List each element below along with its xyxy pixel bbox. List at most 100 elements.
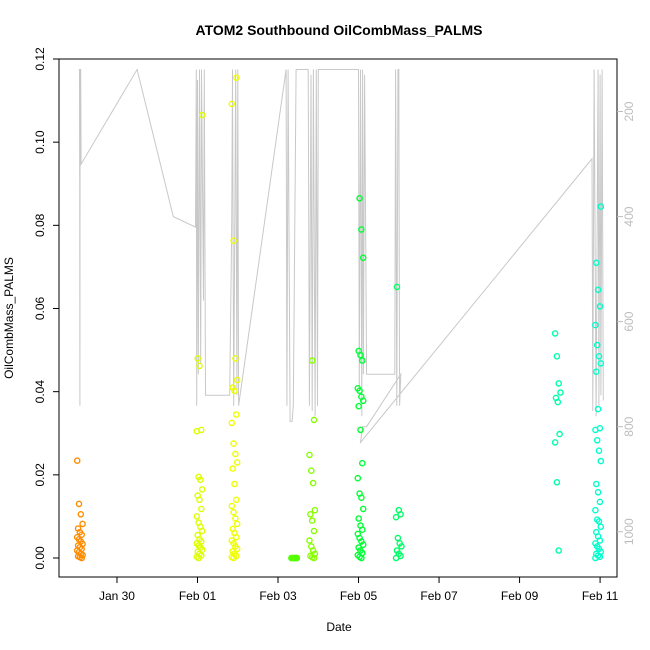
data-point xyxy=(309,479,317,487)
x-tick-label: Feb 09 xyxy=(501,589,539,603)
data-point xyxy=(593,368,600,376)
data-point xyxy=(553,352,561,360)
data-point xyxy=(306,451,313,459)
data-point xyxy=(594,488,602,496)
data-point xyxy=(595,447,603,455)
data-point xyxy=(554,398,562,406)
data-point xyxy=(193,427,201,435)
x-tick-label: Feb 11 xyxy=(582,589,619,603)
data-point xyxy=(595,352,603,360)
x-tick-label: Feb 03 xyxy=(259,589,297,603)
data-point xyxy=(230,237,237,244)
data-point xyxy=(551,439,559,446)
data-point xyxy=(197,476,204,484)
data-point xyxy=(553,478,561,486)
data-point xyxy=(198,486,206,493)
y-tick-label: 0.10 xyxy=(33,130,47,154)
data-point xyxy=(597,457,605,465)
data-point xyxy=(596,498,604,506)
y2-tick-label: 600 xyxy=(622,311,636,331)
data-point xyxy=(193,513,201,520)
data-point xyxy=(555,380,563,387)
data-point xyxy=(308,357,316,364)
data-point xyxy=(355,402,363,410)
data-point xyxy=(595,518,603,525)
x-axis: Jan 30 Feb 01 Feb 03 Feb 05 Feb 07 Feb 09 Feb … xyxy=(99,577,619,603)
y-tick-label: 0.04 xyxy=(33,380,47,404)
data-point xyxy=(232,533,240,541)
data-point xyxy=(228,502,236,510)
data-point xyxy=(228,419,236,427)
data-point xyxy=(397,510,404,518)
data-point xyxy=(293,554,301,562)
data-point xyxy=(359,397,367,405)
data-point xyxy=(592,506,599,514)
data-point xyxy=(310,527,318,535)
y-axis-label: OilCombMass_PALMS xyxy=(2,257,16,379)
data-point xyxy=(355,515,363,522)
data-point xyxy=(311,506,319,514)
data-point xyxy=(308,517,316,524)
data-point xyxy=(398,543,405,550)
data-point xyxy=(197,505,205,513)
data-point xyxy=(232,74,240,81)
x-tick-label: Feb 01 xyxy=(179,589,217,603)
data-point xyxy=(357,426,364,434)
plot-frame xyxy=(58,58,618,578)
data-point xyxy=(593,259,600,267)
y-tick-label: 0.02 xyxy=(33,463,47,487)
y-tick-label: 0.06 xyxy=(33,296,47,320)
data-point xyxy=(596,537,604,544)
data-point xyxy=(557,389,564,396)
altitude-track xyxy=(78,68,604,445)
data-point xyxy=(392,513,400,521)
data-point xyxy=(232,450,239,458)
data-point xyxy=(309,547,317,554)
data-point xyxy=(232,515,239,522)
data-point xyxy=(359,505,367,513)
data-point xyxy=(79,520,86,528)
data-point xyxy=(593,341,601,349)
data-point xyxy=(393,283,401,291)
data-point xyxy=(551,330,559,337)
y2-tick-label: 200 xyxy=(622,101,636,121)
data-point xyxy=(232,355,239,362)
y2-tick-label: 1000 xyxy=(622,518,636,545)
y-tick-label: 0.00 xyxy=(33,546,47,570)
x-tick-label: Feb 07 xyxy=(420,589,458,603)
data-point xyxy=(357,351,364,359)
x-axis-label: Date xyxy=(326,620,352,634)
data-point xyxy=(358,226,365,233)
x-tick-label: Feb 05 xyxy=(340,589,378,603)
data-point xyxy=(597,523,605,531)
data-point xyxy=(194,355,201,362)
data-point xyxy=(592,554,599,562)
data-point xyxy=(196,496,203,504)
data-point xyxy=(233,520,241,528)
data-point xyxy=(75,500,83,508)
data-point xyxy=(556,430,563,438)
data-point xyxy=(354,474,362,482)
data-point xyxy=(196,362,203,370)
data-point xyxy=(592,321,599,329)
data-point xyxy=(310,416,318,424)
data-point xyxy=(356,387,363,395)
data-point xyxy=(228,100,236,108)
data-point xyxy=(73,457,81,465)
data-point xyxy=(229,384,236,391)
data-point xyxy=(230,554,237,562)
data-point xyxy=(594,286,602,294)
y-axis: 0.00 0.02 0.04 0.06 0.08 0.10 0.12 xyxy=(33,47,60,570)
data-point xyxy=(307,467,315,475)
data-point xyxy=(392,554,400,562)
data-point xyxy=(592,426,599,434)
y2-tick-label: 400 xyxy=(622,206,636,226)
data-point xyxy=(597,203,605,210)
data-point xyxy=(596,303,604,310)
data-point xyxy=(393,547,401,554)
data-point xyxy=(306,537,313,544)
data-point xyxy=(593,436,601,444)
data-point xyxy=(358,459,366,467)
data-point xyxy=(230,440,237,447)
